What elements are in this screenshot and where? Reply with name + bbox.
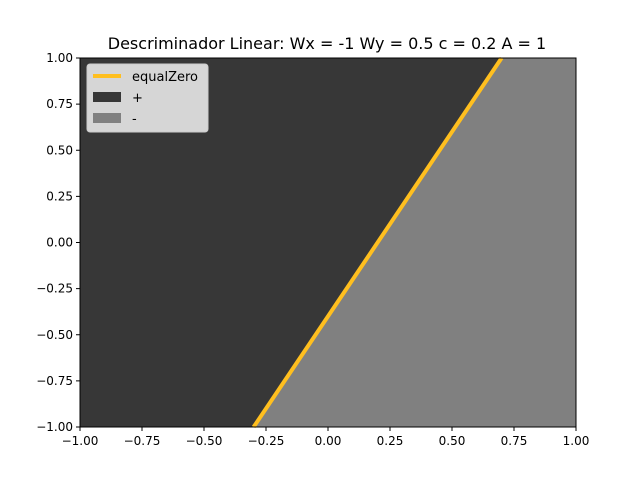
x-tick-label: −0.25 [248, 434, 285, 448]
y-axis: −1.00 −0.75 −0.50 −0.25 0.00 0.25 0.50 0.75 1.00 [36, 51, 80, 434]
x-tick-label: 0.50 [439, 434, 466, 448]
legend-label: equalZero [132, 70, 198, 85]
y-tick-label: −1.00 [36, 420, 73, 434]
y-tick-label: −0.75 [36, 374, 73, 388]
x-tick-label: 0.25 [377, 434, 404, 448]
decision-lines [251, 56, 504, 429]
y-tick-label: −0.25 [36, 282, 73, 296]
legend-swatch-patch [93, 113, 121, 123]
legend-label: - [132, 112, 137, 127]
y-tick-label: −0.50 [36, 328, 73, 342]
chart-title: Descriminador Linear: Wx = -1 Wy = 0.5 c… [108, 34, 546, 53]
series-line-equalZero [251, 56, 504, 429]
region-positive [80, 58, 502, 427]
legend-swatch-patch [93, 92, 121, 102]
region-negative [253, 58, 576, 427]
legend: equalZero + - [86, 63, 209, 133]
x-tick-label: 0.00 [315, 434, 342, 448]
x-tick-label: 0.75 [501, 434, 528, 448]
x-tick-label: 1.00 [563, 434, 590, 448]
legend-label: + [132, 91, 143, 106]
y-tick-label: 0.25 [46, 189, 73, 203]
decision-regions [80, 58, 576, 427]
y-tick-label: 0.50 [46, 143, 73, 157]
x-tick-label: −0.75 [124, 434, 161, 448]
y-tick-label: 0.75 [46, 97, 73, 111]
y-tick-label: 1.00 [46, 51, 73, 65]
x-axis: −1.00 −0.75 −0.50 −0.25 0.00 0.25 0.50 0.75 1.00 [62, 427, 590, 448]
x-tick-label: −0.50 [186, 434, 223, 448]
y-tick-label: 0.00 [46, 236, 73, 250]
x-tick-label: −1.00 [62, 434, 99, 448]
